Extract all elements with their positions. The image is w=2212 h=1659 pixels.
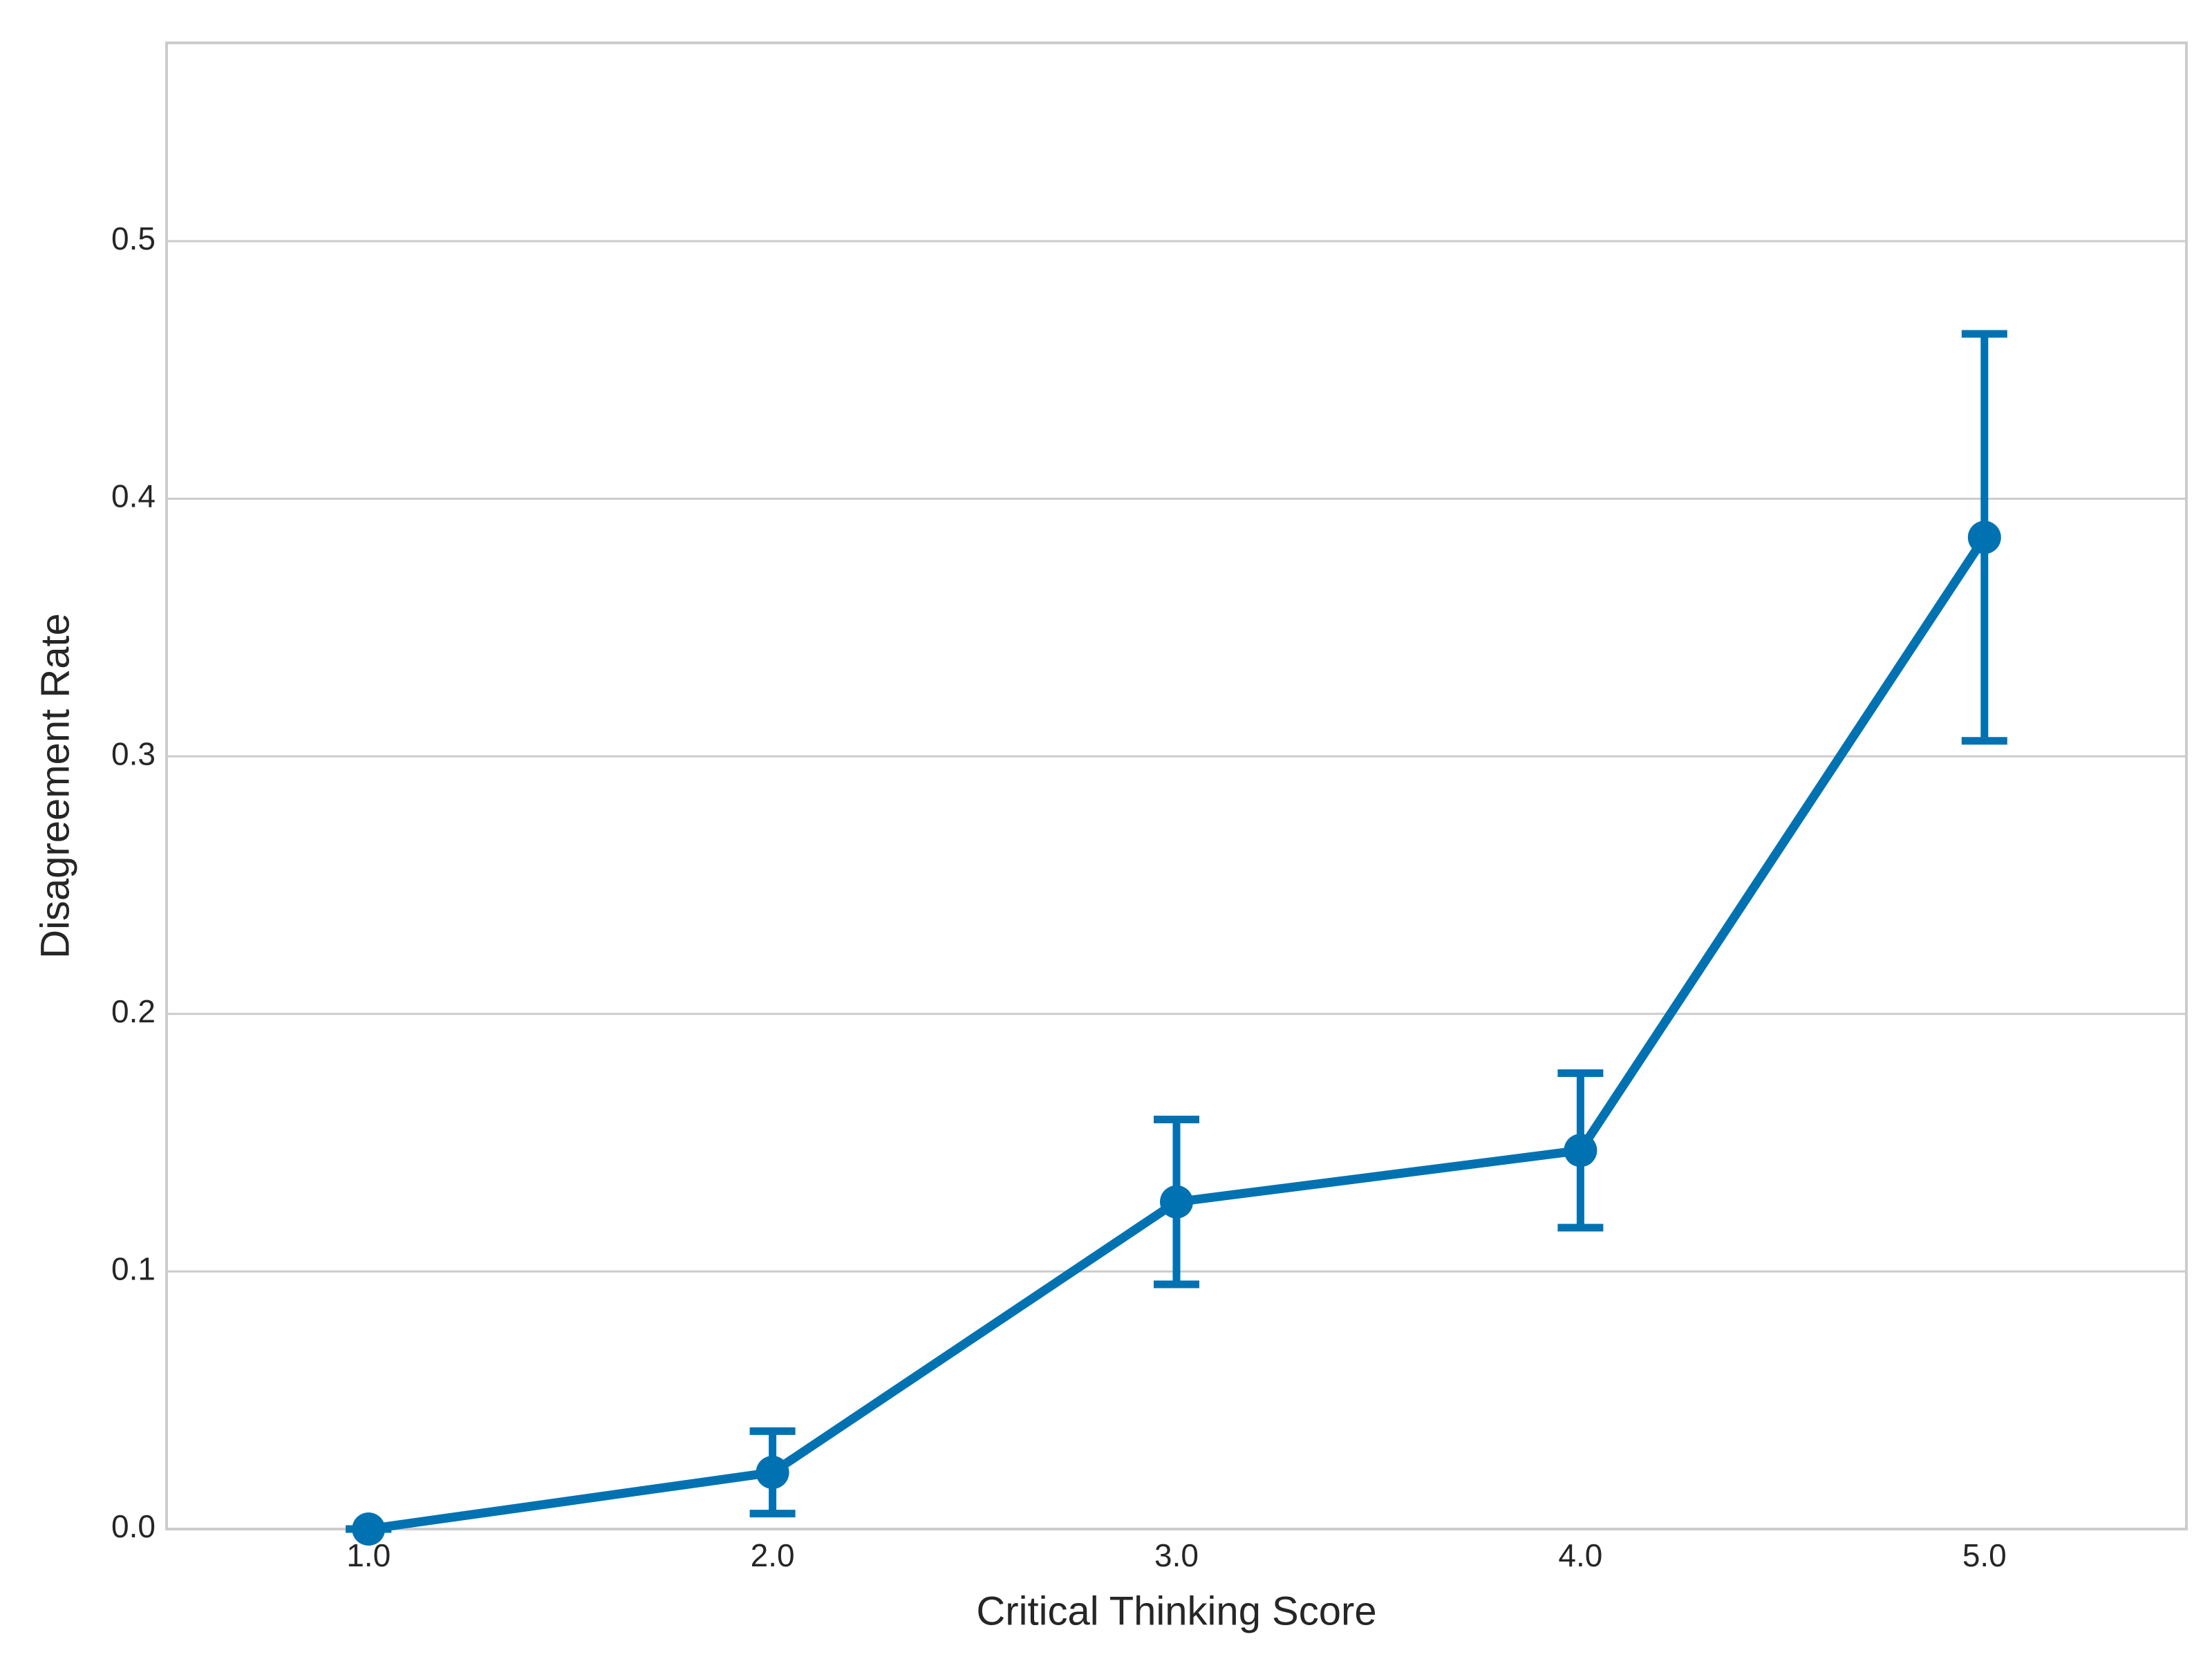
plot-frame (165, 41, 2188, 1530)
x-tick-label: 2.0 (751, 1537, 795, 1573)
y-tick-label: 0.1 (111, 1251, 156, 1287)
y-tick-label: 0.4 (111, 478, 156, 514)
y-tick-label: 0.3 (111, 735, 156, 771)
y-axis-label: Disagreement Rate (32, 613, 77, 959)
y-tick-label: 0.0 (111, 1508, 156, 1544)
point (352, 1512, 386, 1546)
x-tick-label: 4.0 (1558, 1537, 1602, 1573)
x-tick-label: 3.0 (1154, 1537, 1199, 1573)
y-tick-label: 0.2 (111, 993, 156, 1029)
x-tick-label: 5.0 (1962, 1537, 2007, 1573)
point (756, 1456, 789, 1490)
point (1967, 521, 2001, 554)
y-tick-label: 0.5 (111, 221, 156, 256)
point (1160, 1185, 1193, 1219)
line (368, 534, 1989, 1534)
point (1564, 1134, 1597, 1168)
x-axis-label: Critical Thinking Score (976, 1588, 1376, 1633)
